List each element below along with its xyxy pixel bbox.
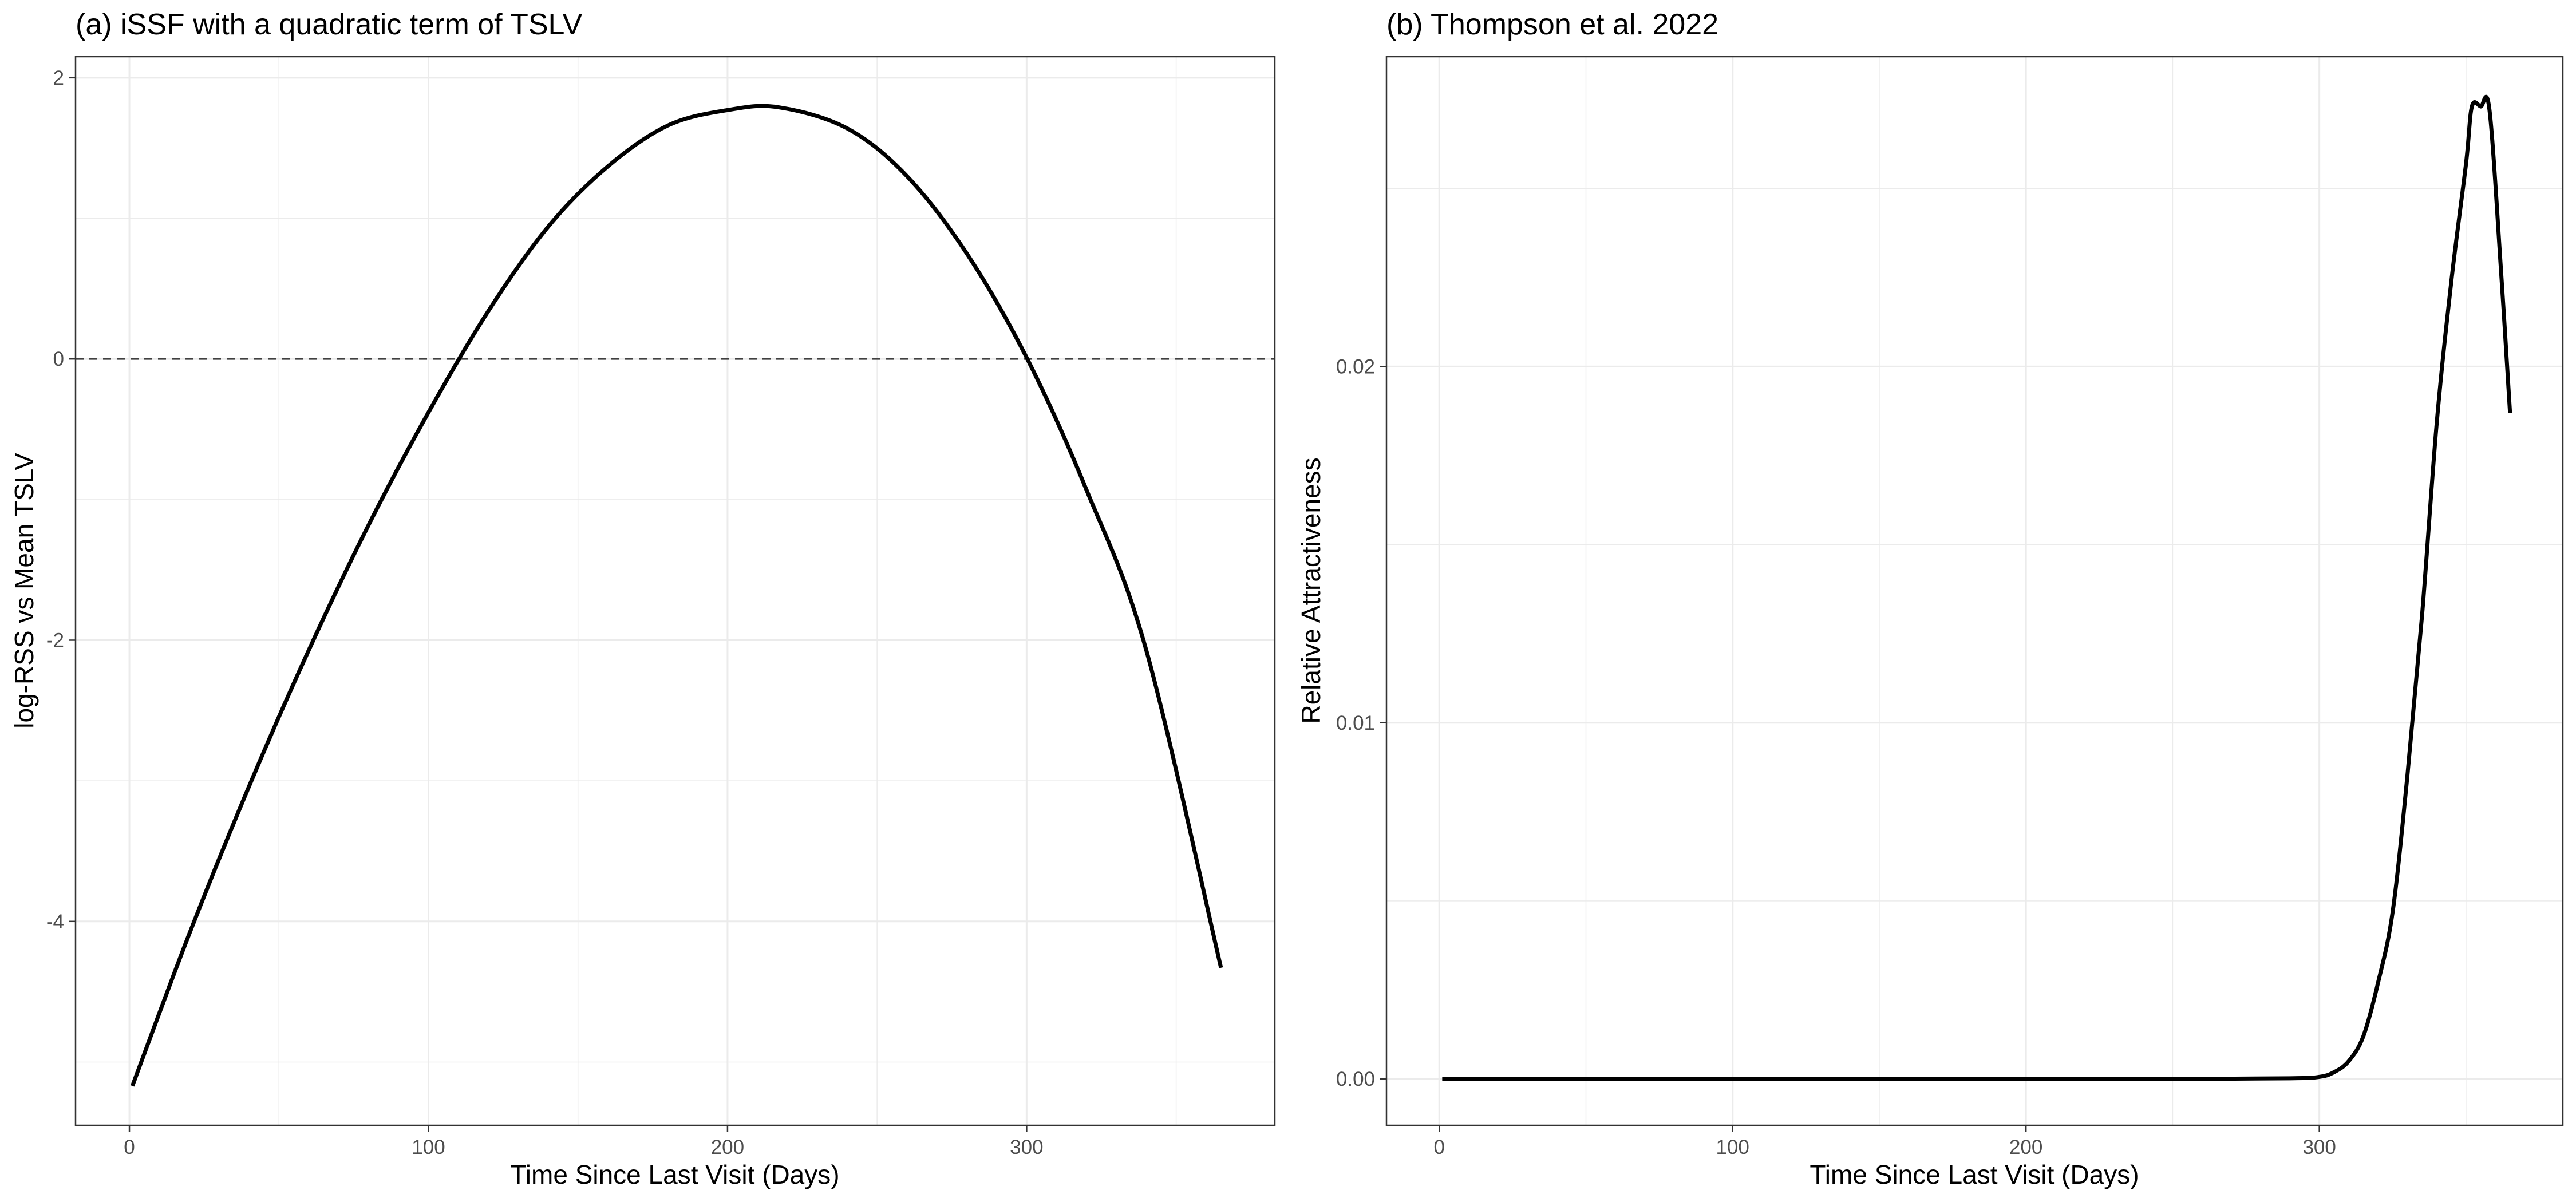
panel-a-y-axis-label: log-RSS vs Mean TSLV [9,453,39,729]
panel-a-title: (a) iSSF with a quadratic term of TSLV [76,8,583,41]
panel-b-plot-background [1386,57,2563,1125]
panel-b-y-tick-label: 0.02 [1336,355,1375,378]
panel-a-major-grid [76,57,1275,1125]
panel-a: (a) iSSF with a quadratic term of TSLV 0… [9,8,1276,1189]
panel-a-plot-border [74,56,1276,1126]
panel-a-minor-grid [76,57,1275,1125]
panel-b-y-axis: 0.00 0.01 0.02 [1336,355,1386,1090]
panel-a-y-tick-label: -2 [46,629,64,651]
panel-a-y-tick-label: -4 [46,911,64,933]
panel-a-x-axis-label: Time Since Last Visit (Days) [510,1160,839,1189]
panel-b-y-axis-label: Relative Attractiveness [1296,457,1326,723]
panel-b-x-axis: 0 100 200 300 [1434,1125,2336,1158]
panel-b-x-tick-label: 0 [1434,1136,1445,1158]
panel-b-x-tick-label: 100 [1716,1136,1749,1158]
panel-b: (b) Thompson et al. 2022 0 100 200 300 0.00… [1296,8,2564,1189]
panel-a-y-tick-label: 2 [53,67,64,89]
panel-b-title: (b) Thompson et al. 2022 [1386,8,1718,41]
panel-a-x-axis: 0 100 200 300 [124,1125,1044,1158]
panel-a-x-tick-label: 300 [1010,1136,1043,1158]
panel-a-x-tick-label: 0 [124,1136,135,1158]
panel-a-series-layer [130,104,1223,1087]
panel-b-x-tick-label: 300 [2302,1136,2336,1158]
panel-b-series-layer [1442,94,2512,1081]
panel-b-series-line [1442,94,2512,1081]
panel-b-x-axis-label: Time Since Last Visit (Days) [1809,1160,2139,1189]
panel-a-y-axis: -4 -2 0 2 [46,67,76,933]
panel-b-plot-border [1385,56,2564,1126]
panel-b-y-tick-label: 0.01 [1336,712,1375,734]
panel-b-y-tick-label: 0.00 [1336,1068,1375,1090]
panel-a-y-tick-label: 0 [53,348,64,370]
panel-a-x-tick-label: 100 [412,1136,445,1158]
panel-a-plot-background [76,57,1275,1125]
panel-a-x-tick-label: 200 [711,1136,744,1158]
panel-b-x-tick-label: 200 [2009,1136,2042,1158]
panel-a-series-line [130,104,1223,1087]
panel-b-minor-grid [1386,57,2563,1125]
